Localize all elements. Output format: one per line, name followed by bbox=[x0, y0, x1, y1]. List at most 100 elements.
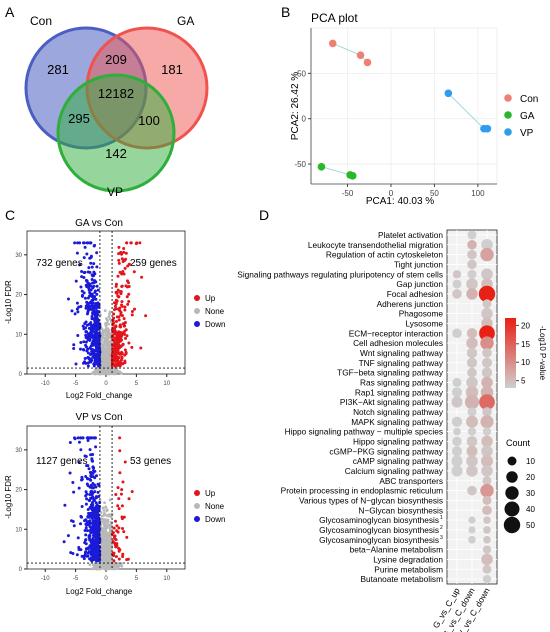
volcano-point-down bbox=[91, 508, 95, 512]
volcano-point-none bbox=[103, 348, 106, 352]
pca-point-con bbox=[356, 51, 365, 60]
volcano-point-none bbox=[103, 526, 107, 530]
color-legend-tick-label: 15 bbox=[521, 340, 530, 349]
pca-x-tick-label: 50 bbox=[430, 189, 439, 198]
volcano-point-up bbox=[114, 298, 118, 302]
volcano-point-down bbox=[86, 351, 90, 355]
volcano-point-up bbox=[144, 314, 148, 318]
volcano-point-up bbox=[118, 323, 122, 327]
volcano-point-down bbox=[82, 291, 86, 295]
volcano-point-none bbox=[112, 563, 116, 567]
dotplot-point bbox=[482, 476, 492, 486]
volcano-point-none bbox=[103, 562, 107, 566]
dotplot-point bbox=[481, 445, 493, 457]
volcano-point-none bbox=[105, 546, 109, 550]
volcano-point-none bbox=[107, 553, 110, 557]
volcano-point-down bbox=[93, 436, 97, 440]
dotplot-point bbox=[466, 337, 478, 349]
volcano-point-down bbox=[96, 554, 100, 558]
size-legend-label: 50 bbox=[526, 521, 535, 530]
dotplot-point bbox=[468, 535, 476, 544]
volcano-point-up bbox=[120, 272, 124, 276]
volcano-point-down bbox=[92, 337, 96, 341]
volcano-point-down bbox=[72, 343, 76, 347]
volcano-point-down bbox=[85, 279, 89, 283]
volcano-point-up bbox=[130, 310, 134, 314]
volcano-point-down bbox=[82, 348, 86, 352]
dotplot-point bbox=[478, 285, 496, 303]
volcano-point-down bbox=[73, 241, 77, 245]
volcano-point-up bbox=[117, 497, 121, 501]
volcano-point-up bbox=[118, 436, 122, 440]
volcano-point-down bbox=[92, 317, 96, 321]
volcano-ga-title: GA vs Con bbox=[75, 218, 123, 229]
panel-label-b: B bbox=[281, 4, 290, 20]
venn-circle-vp bbox=[56, 73, 176, 193]
volcano-point-down bbox=[85, 300, 89, 304]
volcano-point-none bbox=[105, 555, 109, 559]
volcano-point-down bbox=[75, 553, 79, 557]
volcano-point-up bbox=[116, 351, 120, 355]
volcano-point-down bbox=[79, 548, 83, 552]
volcano-point-up bbox=[117, 549, 121, 553]
volcano-point-none bbox=[100, 526, 104, 530]
volcano-point-down bbox=[88, 537, 92, 541]
volcano-point-up bbox=[113, 304, 117, 308]
volcano-point-down bbox=[88, 448, 92, 452]
volcano-point-down bbox=[76, 436, 80, 440]
volcano-point-down bbox=[95, 514, 99, 518]
pca-x-tick-label: -50 bbox=[342, 189, 354, 198]
volcano-y-tick-label: 0 bbox=[19, 372, 23, 378]
volcano-legend-marker-up bbox=[194, 295, 200, 301]
volcano-point-down bbox=[81, 324, 85, 328]
volcano-x-tick-label: 0 bbox=[104, 576, 108, 582]
volcano-point-down bbox=[84, 333, 88, 337]
volcano-point-down bbox=[91, 306, 95, 310]
panel-label-c: C bbox=[5, 207, 15, 223]
volcano-point-down bbox=[98, 357, 102, 361]
volcano-point-up bbox=[113, 519, 117, 523]
volcano-point-up bbox=[124, 336, 128, 340]
volcano-point-up bbox=[116, 288, 120, 292]
volcano-point-down bbox=[90, 496, 94, 500]
volcano-point-up bbox=[122, 332, 126, 336]
dotplot-point bbox=[483, 516, 491, 524]
volcano-point-down bbox=[72, 490, 76, 494]
volcano-point-none bbox=[105, 319, 109, 322]
volcano-point-down bbox=[92, 498, 96, 502]
volcano-point-down bbox=[84, 330, 88, 334]
size-legend-marker bbox=[505, 486, 519, 500]
volcano-point-down bbox=[93, 325, 97, 329]
volcano-point-none bbox=[101, 333, 105, 337]
volcano-point-down bbox=[86, 310, 90, 314]
volcano-point-up bbox=[117, 557, 121, 561]
volcano-point-down bbox=[80, 275, 84, 279]
volcano-point-up bbox=[132, 270, 136, 274]
dotplot-point bbox=[480, 483, 494, 498]
volcano-legend-label-down: Down bbox=[205, 515, 225, 524]
volcano-point-down bbox=[76, 310, 80, 314]
dotplot-point bbox=[468, 526, 476, 534]
volcano-point-down bbox=[96, 552, 100, 556]
volcano-point-up bbox=[127, 497, 131, 501]
volcano-point-none bbox=[101, 506, 105, 510]
volcano-point-none bbox=[102, 341, 106, 344]
volcano-point-down bbox=[98, 363, 102, 367]
volcano-point-none bbox=[102, 363, 106, 367]
volcano-point-up bbox=[126, 281, 130, 285]
volcano-ga-up-count: 259 genes bbox=[130, 258, 177, 269]
volcano-point-down bbox=[88, 352, 92, 356]
pathway-label: Hippo signaling pathway − multiple speci… bbox=[285, 427, 443, 437]
volcano-point-down bbox=[94, 504, 98, 508]
volcano-point-none bbox=[107, 315, 111, 319]
volcano-point-down bbox=[94, 319, 98, 323]
volcano-point-up bbox=[127, 292, 131, 296]
volcano-point-down bbox=[84, 550, 88, 554]
volcano-point-none bbox=[108, 498, 112, 502]
pathway-label: Glycosaminoglycan biosynthesis bbox=[319, 535, 439, 545]
volcano-point-down bbox=[90, 493, 94, 497]
volcano-legend-marker-none bbox=[194, 503, 200, 509]
pathway-label: Cell adhesion molecules bbox=[353, 338, 443, 348]
volcano-point-none bbox=[103, 537, 106, 541]
volcano-point-up bbox=[114, 324, 118, 328]
